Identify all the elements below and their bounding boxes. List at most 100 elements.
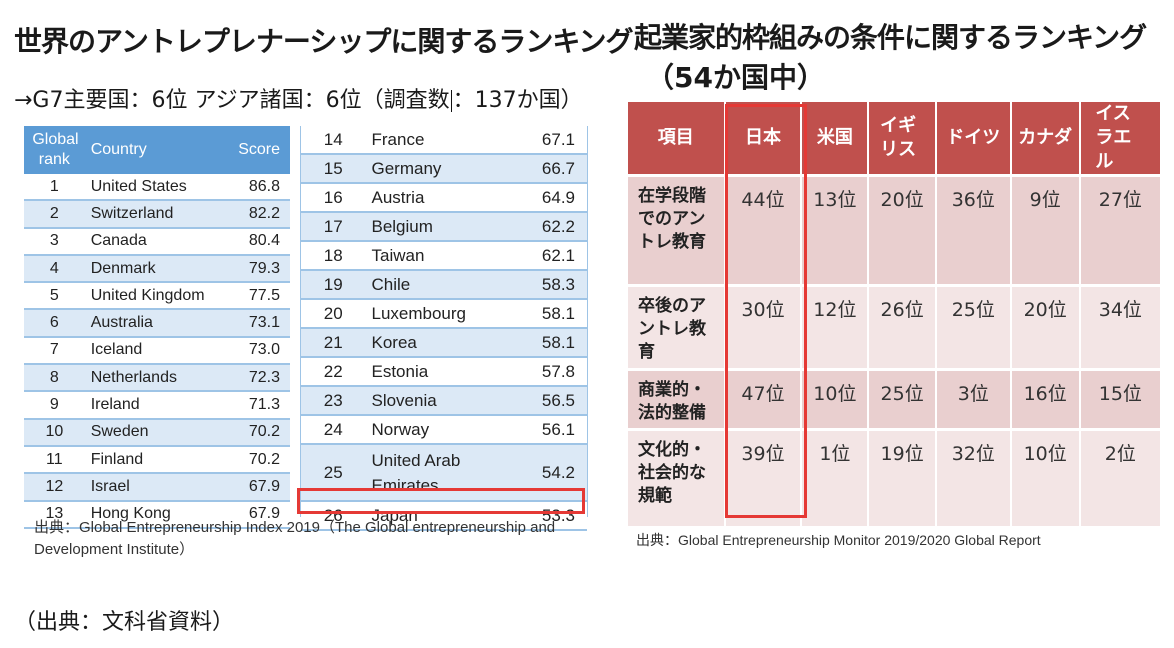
score-cell: 70.2 <box>228 445 290 475</box>
header-score: Score <box>228 126 290 174</box>
table-row: 20 Luxembourg 58.1 <box>301 299 587 329</box>
gem-rank-cell: 12位 <box>801 284 870 370</box>
left-title: 世界のアントレプレナーシップに関するランキング <box>14 25 633 58</box>
score-cell: 62.2 <box>517 212 587 242</box>
table-row: 4 Denmark 79.3 <box>24 254 290 284</box>
gem-row: 文化的・社会的な規範 39位 1位 19位 32位 10位 2位 <box>628 428 1160 526</box>
gem-rank-cell: 10位 <box>1010 428 1081 526</box>
gem-rank-cell: 1位 <box>801 428 870 526</box>
right-source: 出典：Global Entrepreneurship Monitor 2019/… <box>636 532 1041 548</box>
table-row: 9 Ireland 71.3 <box>24 391 290 420</box>
gem-row-label: 在学段階でのアントレ教育 <box>628 174 726 286</box>
country-cell: Austria <box>365 183 518 213</box>
country-cell: United Kingdom <box>84 282 229 311</box>
country-cell: Japan <box>365 501 518 531</box>
gem-rank-cell: 30位 <box>724 284 803 370</box>
table-row: 16 Austria 64.9 <box>301 183 587 213</box>
country-cell: Denmark <box>84 254 229 284</box>
country-cell: Hong Kong <box>84 500 229 529</box>
gem-rank-cell: 3位 <box>935 368 1012 430</box>
gem-rank-cell: 36位 <box>935 174 1012 286</box>
score-cell: 58.3 <box>517 270 587 300</box>
score-cell: 73.0 <box>228 336 290 366</box>
gei-table-1: Global rank Country Score 1 United States… <box>24 126 290 529</box>
rank-cell: 20 <box>301 299 366 329</box>
gem-rank-cell: 34位 <box>1079 284 1160 370</box>
score-cell: 62.1 <box>517 241 587 271</box>
score-cell: 77.5 <box>228 282 290 311</box>
country-cell: Netherlands <box>84 364 229 393</box>
country-cell: Canada <box>84 227 229 256</box>
gem-rank-cell: 20位 <box>868 174 937 286</box>
gem-row: 商業的・法的整備 47位 10位 25位 3位 16位 15位 <box>628 368 1160 430</box>
gem-rank-cell: 9位 <box>1010 174 1081 286</box>
table-row: 7 Iceland 73.0 <box>24 336 290 366</box>
country-cell: Taiwan <box>365 241 518 271</box>
score-cell: 67.9 <box>228 473 290 502</box>
country-cell: Sweden <box>84 418 229 447</box>
japan-column-highlight <box>725 104 807 518</box>
gem-rank-cell: 16位 <box>1010 368 1081 430</box>
rank-cell: 19 <box>301 270 366 300</box>
footer-source: （出典：文科省資料） <box>14 610 235 635</box>
table-row: 25 United Arab Emirates 54.2 <box>301 444 587 502</box>
rank-cell: 23 <box>301 386 366 416</box>
score-cell: 73.1 <box>228 309 290 338</box>
table-row: 5 United Kingdom 77.5 <box>24 282 290 311</box>
country-cell: Israel <box>84 473 229 502</box>
country-cell: Australia <box>84 309 229 338</box>
country-cell: Korea <box>365 328 518 358</box>
gem-row-label: 文化的・社会的な規範 <box>628 428 726 526</box>
rank-cell: 17 <box>301 212 366 242</box>
table-row: 18 Taiwan 62.1 <box>301 241 587 271</box>
score-cell: 64.9 <box>517 183 587 213</box>
header-country: Country <box>84 126 229 174</box>
rank-cell: 13 <box>24 500 85 529</box>
gem-row-label-text: 文化的・社会的な規範 <box>638 440 706 506</box>
country-cell: United States <box>84 174 229 202</box>
score-cell: 53.3 <box>517 501 587 531</box>
score-cell: 54.2 <box>517 444 587 502</box>
score-cell: 57.8 <box>517 357 587 387</box>
score-cell: 79.3 <box>228 254 290 284</box>
gem-header-israel: イスラエル <box>1079 102 1160 176</box>
gem-rank-cell: 10位 <box>801 368 870 430</box>
country-cell: Belgium <box>365 212 518 242</box>
country-cell: Germany <box>365 154 518 184</box>
table-row: 19 Chile 58.3 <box>301 270 587 300</box>
rank-cell: 18 <box>301 241 366 271</box>
header-rank: Global rank <box>24 126 85 174</box>
rank-cell: 4 <box>24 254 85 284</box>
gem-row-label-text: 在学段階でのアントレ教育 <box>638 186 706 252</box>
country-cell: Chile <box>365 270 518 300</box>
gem-header-item: 項目 <box>628 102 726 176</box>
table-row: 10 Sweden 70.2 <box>24 418 290 447</box>
gem-rank-cell: 25位 <box>868 368 937 430</box>
rank-cell: 14 <box>301 126 366 155</box>
gem-header-germany: ドイツ <box>935 102 1012 176</box>
gem-header-canada: カナダ <box>1010 102 1081 176</box>
score-cell: 82.2 <box>228 200 290 229</box>
country-cell: Slovenia <box>365 386 518 416</box>
gem-row: 在学段階でのアントレ教育 44位 13位 20位 36位 9位 27位 <box>628 174 1160 286</box>
rank-cell: 9 <box>24 391 85 420</box>
rank-cell: 7 <box>24 336 85 366</box>
gem-rank-cell: 19位 <box>868 428 937 526</box>
gem-rank-cell: 44位 <box>724 174 803 286</box>
table-row: 23 Slovenia 56.5 <box>301 386 587 416</box>
gem-header-uk: イギリス <box>868 102 937 176</box>
table-row: 3 Canada 80.4 <box>24 227 290 256</box>
right-title-sub: （54か国中） <box>646 61 825 94</box>
rank-cell: 12 <box>24 473 85 502</box>
country-cell: Finland <box>84 445 229 475</box>
rank-cell: 6 <box>24 309 85 338</box>
country-cell: Ireland <box>84 391 229 420</box>
gem-row-label: 卒後のアントレ教育 <box>628 284 726 370</box>
table-row: 17 Belgium 62.2 <box>301 212 587 242</box>
score-cell: 56.1 <box>517 415 587 445</box>
rank-cell: 1 <box>24 174 85 202</box>
table-row: 1 United States 86.8 <box>24 174 290 202</box>
score-cell: 80.4 <box>228 227 290 256</box>
gem-rank-cell: 20位 <box>1010 284 1081 370</box>
gem-rank-cell: 13位 <box>801 174 870 286</box>
